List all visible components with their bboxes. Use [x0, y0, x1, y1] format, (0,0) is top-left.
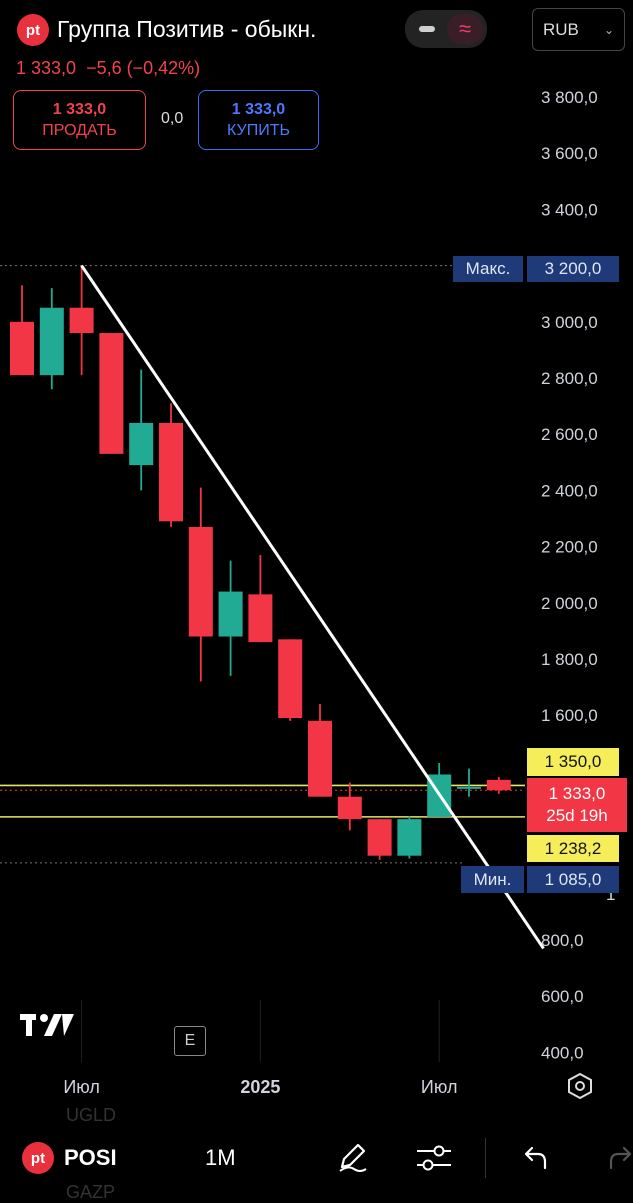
y-tick-label: 1 600,0 — [541, 706, 598, 725]
ghost-ticker-bottom: GAZP — [66, 1182, 116, 1202]
buy-button[interactable]: 1 333,0 КУПИТЬ — [198, 90, 319, 150]
candle-body — [397, 819, 422, 856]
y-tick-label: 3 600,0 — [541, 144, 598, 163]
bar-countdown: 25d 19h — [546, 806, 608, 825]
last-price-badge: 1 333,0 25d 19h — [527, 778, 627, 832]
indicators-sliders-icon[interactable] — [415, 1140, 453, 1176]
candle-body — [367, 819, 392, 856]
upper-level-badge: 1 350,0 — [527, 748, 619, 776]
candle-body — [99, 333, 124, 454]
y-tick-label: 2 200,0 — [541, 538, 598, 557]
spread-value: 0,0 — [161, 110, 184, 127]
x-tick-label: Июл — [63, 1077, 100, 1097]
buy-label: КУПИТЬ — [227, 122, 290, 139]
toolbar-divider — [485, 1138, 486, 1178]
earnings-badge[interactable]: E — [174, 1026, 206, 1056]
x-tick-label: Июл — [421, 1077, 458, 1097]
y-tick-label: 2 800,0 — [541, 369, 598, 388]
candle-body — [486, 779, 511, 791]
sell-label: ПРОДАТЬ — [42, 122, 117, 139]
y-tick-label: 3 400,0 — [541, 200, 598, 219]
symbol-logo[interactable]: pt — [22, 1142, 54, 1174]
max-label-badge: Макс. — [453, 256, 523, 282]
candle-body — [427, 774, 452, 817]
candle-body — [129, 422, 154, 466]
tradingview-logo — [20, 1010, 76, 1038]
chevron-down-icon: ⌄ — [603, 22, 614, 37]
y-tick-label: 2 000,0 — [541, 594, 598, 613]
draw-pencil-icon[interactable] — [334, 1139, 370, 1175]
minus-icon[interactable] — [411, 15, 443, 43]
trend-line — [80, 264, 545, 950]
candle-body — [69, 307, 94, 334]
min-value-badge: 1 085,0 — [527, 866, 619, 893]
candle-body — [39, 307, 64, 376]
candle-body — [278, 639, 303, 719]
currency-value: RUB — [543, 19, 579, 39]
min-label-badge: Мин. — [461, 866, 524, 893]
candle-body — [159, 422, 183, 522]
candle-body — [248, 594, 273, 643]
candle-body — [457, 786, 481, 789]
y-tick-label: 2 600,0 — [541, 425, 598, 444]
y-tick-label: 2 400,0 — [541, 481, 598, 500]
y-tick-label: 3 800,0 — [541, 88, 598, 107]
last-price-value: 1 333,0 — [548, 784, 606, 803]
max-value-badge: 3 200,0 — [527, 256, 619, 282]
redo-icon[interactable] — [606, 1144, 633, 1172]
instrument-title[interactable]: Группа Позитив - обыкн. — [57, 16, 317, 42]
buy-price: 1 333,0 — [231, 101, 286, 118]
y-tick-label: 800,0 — [541, 931, 584, 950]
approx-icon[interactable]: ≈ — [447, 14, 483, 44]
lower-level-badge: 1 238,2 — [527, 835, 619, 862]
y-tick-label: 600,0 — [541, 987, 584, 1006]
candle-body — [188, 526, 213, 637]
chart-settings-icon[interactable] — [566, 1072, 594, 1100]
candle-body — [218, 591, 243, 637]
change-abs: −5,6 — [86, 58, 122, 78]
x-tick-label: 2025 — [240, 1077, 280, 1097]
ghost-ticker-top: UGLD — [66, 1105, 117, 1125]
chart-mode-toggle[interactable]: ≈ — [405, 10, 487, 48]
candle-body — [337, 796, 362, 820]
y-tick-label: 1 800,0 — [541, 650, 598, 669]
y-tick-label: 3 000,0 — [541, 313, 598, 332]
last-price: 1 333,0 — [16, 58, 77, 78]
currency-select[interactable]: RUB ⌄ — [532, 8, 625, 51]
interval-button[interactable]: 1M — [205, 1145, 236, 1170]
price-change-row: 1 333,0 −5,6 (−0,42%) — [16, 58, 200, 79]
sell-price: 1 333,0 — [52, 101, 107, 118]
candle-body — [308, 720, 332, 797]
candle-body — [10, 321, 34, 376]
symbol-ticker[interactable]: POSI — [64, 1145, 117, 1170]
sell-button[interactable]: 1 333,0 ПРОДАТЬ — [13, 90, 146, 150]
brand-logo: pt — [17, 14, 49, 46]
undo-icon[interactable] — [520, 1144, 550, 1172]
change-pct: (−0,42%) — [126, 58, 201, 78]
y-tick-label: 400,0 — [541, 1043, 584, 1062]
